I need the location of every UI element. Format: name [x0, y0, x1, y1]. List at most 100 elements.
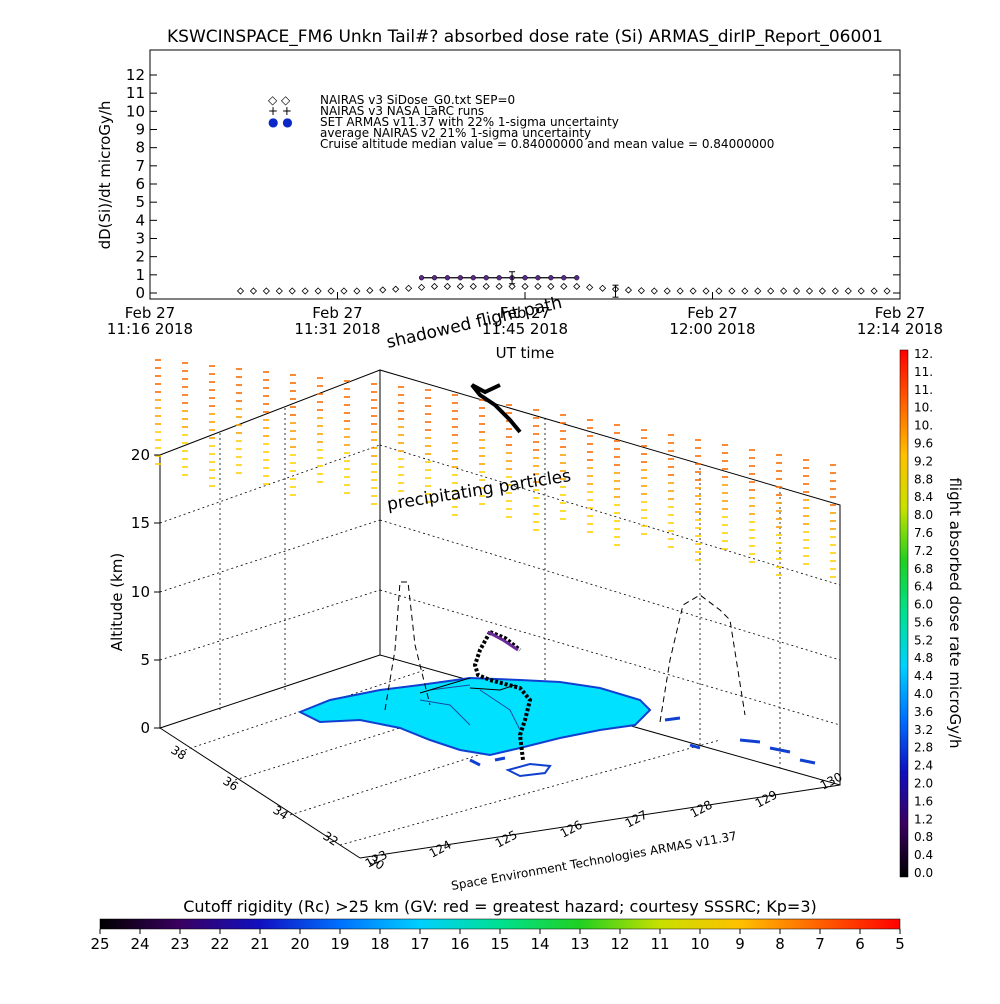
right-colorbar-tick-label: 10. [914, 419, 933, 433]
right-colorbar-tick-label: 0.4 [914, 848, 933, 862]
longitude-tick-label: 129 [753, 788, 780, 811]
top-y-tick-label: 9 [135, 121, 145, 139]
legend-marker-diamond: ◇ ◇ [268, 93, 291, 107]
series-point-nairas [314, 287, 322, 295]
projection-left-wall [384, 581, 431, 711]
right-colorbar-tick-label: 9.2 [914, 454, 933, 468]
series-point-nairas [650, 287, 658, 295]
latitude-ticks: 38 36 34 32 30 [168, 743, 386, 873]
coast-islands [469, 716, 816, 767]
right-colorbar-tick-label: 2.0 [914, 777, 933, 791]
series-point-nairas [262, 287, 270, 295]
top-series [236, 271, 891, 298]
right-colorbar-tick-label: 2.8 [914, 741, 933, 755]
right-colorbar-tick-label: 6.4 [914, 580, 933, 594]
right-colorbar-tick-label: 6.8 [914, 562, 933, 576]
longitude-tick-label: 125 [493, 828, 520, 851]
flight-path-purple-segment [487, 630, 519, 652]
longitude-tick-label: 127 [623, 808, 650, 831]
right-colorbar-tick-label: 7.6 [914, 526, 933, 540]
series-point-nairas [417, 283, 426, 291]
altitude-ticks: 0 5 10 15 20 [131, 446, 160, 737]
right-colorbar-tick-label: 4.4 [914, 669, 933, 683]
series-point-nairas [754, 287, 762, 295]
series-point-nairas [327, 287, 335, 295]
series-point-nairas [482, 282, 490, 291]
latitude-tick-label: 38 [168, 743, 188, 763]
top-x-tick-time: 11:31 2018 [294, 320, 380, 338]
top-y-tick-label: 4 [135, 211, 145, 229]
top-x-tick-date: Feb 27 [500, 304, 550, 322]
right-colorbar-tick-label: 8.4 [914, 490, 933, 504]
bottom-panel: shadowed flight path precipitating parti… [108, 293, 845, 893]
series-point-nairas [521, 282, 529, 291]
series-point-nairas [469, 282, 477, 291]
series-point-nairas [780, 287, 788, 295]
series-point-nairas [818, 287, 826, 295]
series-point-nairas [249, 287, 258, 295]
top-y-tick-label: 2 [135, 248, 145, 266]
bottom-colorbar-tick-label: 18 [370, 935, 389, 953]
series-point-nairas [430, 282, 439, 291]
top-y-tick-label: 11 [126, 84, 145, 102]
bottom-colorbar: Cutoff rigidity (Rc) >25 km (GV: red = g… [90, 897, 904, 953]
top-y-tick-label: 1 [135, 266, 145, 284]
series-point-nairas [547, 282, 555, 291]
bottom-colorbar-ticks: 25 24 23 22 21 20 19 18 17 16 15 14 13 12 11 10 9 8 7 6 5 [90, 929, 905, 953]
series-point-nairas [715, 287, 723, 295]
top-legend: ◇ ◇ NAIRAS v3 SiDose_G0.txt SEP=0 + + NA… [268, 93, 774, 151]
series-point-armas [444, 275, 451, 281]
top-y-tick-label: 6 [135, 175, 145, 193]
series-point-nairas [767, 287, 775, 295]
series-point-nairas [831, 287, 839, 295]
bottom-colorbar-tick-label: 24 [130, 935, 149, 953]
series-point-nairas [236, 287, 245, 295]
series-point-nairas [805, 287, 814, 295]
bottom-colorbar-tick-label: 5 [895, 935, 905, 953]
series-point-armas [483, 275, 489, 281]
series-point-nairas [456, 282, 464, 291]
right-colorbar-tick-label: 10. [914, 401, 933, 415]
bottom-colorbar-tick-label: 16 [450, 935, 469, 953]
bottom-colorbar-tick-label: 7 [815, 935, 825, 953]
series-point-nairas [443, 282, 451, 291]
longitude-tick-label: 130 [818, 770, 845, 793]
series-point-armas [522, 275, 528, 281]
top-y-tick-label: 0 [135, 284, 145, 302]
bottom-colorbar-tick-label: 19 [330, 935, 349, 953]
series-point-nairas [844, 287, 852, 295]
top-x-tick-time: 12:00 2018 [669, 320, 755, 338]
series-point-nairas [340, 287, 348, 295]
top-x-tick-time: 11:45 2018 [482, 320, 568, 338]
series-point-nairas [392, 285, 400, 293]
projection-right-wall [659, 594, 746, 723]
altitude-tick-label: 0 [140, 719, 150, 737]
series-point-nairas [353, 287, 361, 295]
latitude-tick-label: 36 [220, 774, 240, 794]
series-point-nairas [379, 286, 387, 294]
legend-text-nairas-larc: NAIRAS v3 NASA LaRC runs [320, 104, 484, 118]
series-point-nairas [405, 284, 413, 292]
bottom-colorbar-tick-label: 20 [290, 935, 309, 953]
bottom-colorbar-tick-label: 23 [170, 935, 189, 953]
panel-3d-grid [159, 369, 841, 859]
right-colorbar-tick-label: 11. [914, 365, 933, 379]
series-point-nairas [508, 282, 516, 291]
right-colorbar-tick-label: 0.8 [914, 830, 933, 844]
series-point-armas [418, 275, 425, 281]
bottom-colorbar-tick-label: 10 [690, 935, 709, 953]
bottom-colorbar-tick-label: 6 [855, 935, 865, 953]
series-point-nairas [599, 284, 607, 292]
top-y-tick-label: 7 [135, 157, 145, 175]
flight-path-3d [472, 630, 533, 761]
series-point-nairas [728, 287, 736, 295]
series-point-armas [535, 275, 541, 281]
series-point-nairas [275, 287, 283, 295]
top-x-tick-time: 12:14 2018 [857, 320, 943, 338]
right-colorbar-tick-label: 11. [914, 383, 933, 397]
flight-path-upper-shadow [470, 383, 522, 434]
